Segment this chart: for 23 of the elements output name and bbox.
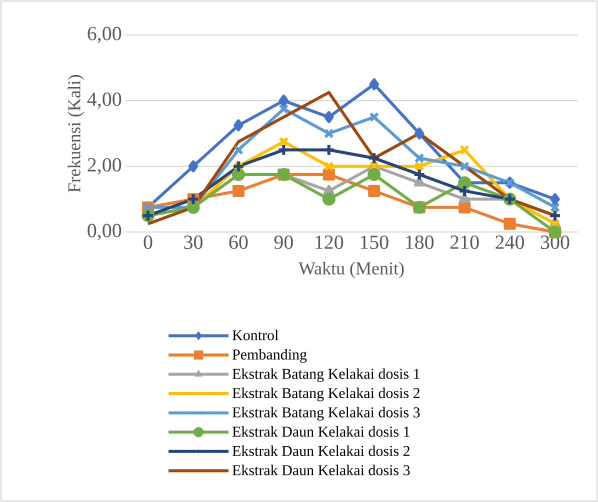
y-tick-label: 2,00 xyxy=(88,158,122,175)
x-tick-label: 0 xyxy=(144,236,152,250)
legend-label: Ekstrak Batang Kelakai dosis 3 xyxy=(232,406,420,421)
legend-label: Kontrol xyxy=(232,330,278,340)
legend-label: Ekstrak Batang Kelakai dosis 2 xyxy=(232,388,420,402)
x-axis-title: Waktu (Menit) xyxy=(298,262,404,278)
legend-label: Ekstrak Daun Kelakai dosis 3 xyxy=(232,464,410,476)
x-tick-label: 180 xyxy=(406,236,434,250)
legend-label: Ekstrak Daun Kelakai dosis 2 xyxy=(232,445,410,456)
legend-label: Ekstrak Daun Kelakai dosis 1 xyxy=(232,426,410,437)
x-tick-label: 240 xyxy=(496,236,524,250)
legend-label: Pembanding xyxy=(232,349,307,363)
legend-label: Ekstrak Batang Kelakai dosis 1 xyxy=(232,368,420,382)
y-tick-label: 0,00 xyxy=(88,224,122,240)
x-tick-label: 30 xyxy=(184,236,202,250)
x-tick-label: 150 xyxy=(360,236,388,250)
y-tick-label: 6,00 xyxy=(88,26,122,44)
x-tick-label: 60 xyxy=(229,236,248,250)
x-tick-label: 90 xyxy=(274,236,293,250)
y-axis-title: Frekuensi (Kali) xyxy=(68,75,84,192)
x-tick-label: 210 xyxy=(450,236,479,250)
x-tick-label: 120 xyxy=(316,236,344,250)
y-tick-label: 4,00 xyxy=(87,92,122,109)
